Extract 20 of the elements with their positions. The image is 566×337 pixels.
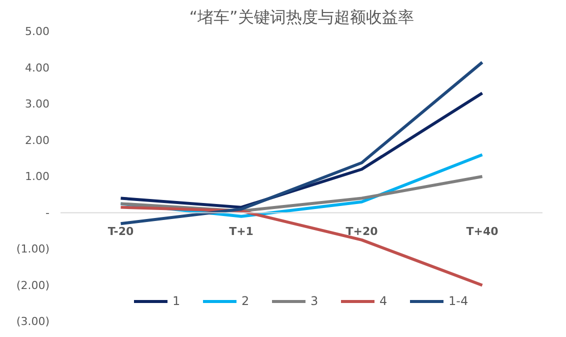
y-tick-label: 2.00: [25, 134, 50, 147]
legend-label: 4: [380, 294, 388, 308]
y-tick-label: 1.00: [25, 170, 50, 183]
line-series: [119, 60, 484, 226]
y-tick-label: 3.00: [25, 98, 50, 110]
x-tick-label: T+1: [229, 224, 254, 238]
y-tick-label: -: [46, 206, 50, 220]
y-tick-label: (1.00): [16, 242, 50, 256]
legend-label: 3: [310, 294, 320, 308]
legend-label: 1: [172, 294, 182, 308]
x-tick-label: T+20: [346, 224, 378, 238]
y-tick-label: (2.00): [16, 278, 50, 292]
y-tick-label: (3.00): [16, 315, 50, 328]
y-tick-label: 4.00: [25, 61, 50, 74]
chart-title: “堵车”关键词热度与超额收益率: [189, 8, 414, 26]
x-tick-label: T-20: [108, 224, 134, 238]
legend-label: 2: [242, 294, 250, 308]
x-tick-label: T+40: [466, 224, 499, 238]
y-tick-label: 5.00: [25, 25, 50, 38]
legend-label: 1-4: [448, 294, 468, 308]
